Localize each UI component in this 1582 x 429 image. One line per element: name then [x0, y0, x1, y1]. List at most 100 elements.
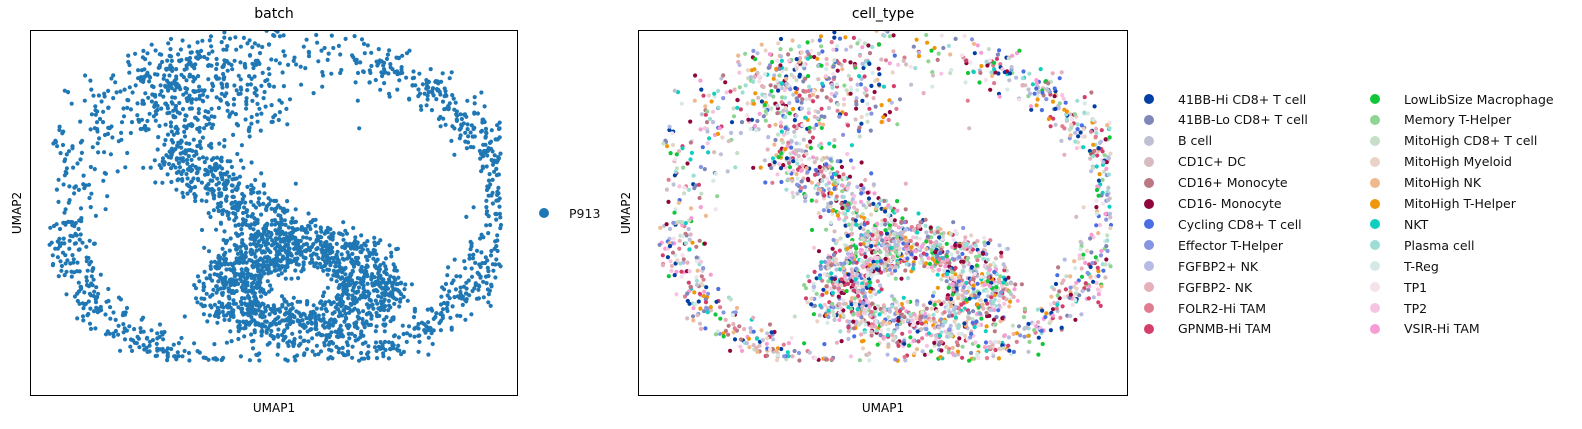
scatter-point: [224, 267, 229, 272]
scatter-point: [369, 316, 374, 321]
scatter-point: [386, 308, 391, 313]
scatter-point: [329, 317, 334, 322]
scatter-point: [367, 80, 372, 85]
scatter-point: [979, 50, 984, 55]
scatter-point: [748, 126, 753, 132]
scatter-point: [340, 351, 345, 356]
scatter-point: [259, 268, 264, 273]
legend-label: P913: [569, 205, 601, 221]
scatter-point: [388, 62, 393, 67]
scatter-point: [283, 306, 289, 311]
scatter-point: [56, 177, 61, 182]
scatter-point: [1069, 116, 1074, 122]
scatter-point: [994, 315, 999, 320]
scatter-point: [224, 91, 229, 96]
scatter-point: [135, 101, 140, 106]
scatter-point: [892, 53, 897, 58]
scatter-point: [243, 277, 248, 282]
scatter-point: [1096, 292, 1101, 297]
scatter-point: [318, 318, 323, 323]
scatter-point: [736, 53, 741, 58]
scatter-point: [276, 117, 281, 123]
scatter-point: [308, 314, 313, 319]
scatter-point: [472, 110, 477, 115]
scatter-point: [189, 50, 194, 55]
scatter-point: [180, 178, 185, 183]
scatter-point: [837, 317, 842, 323]
scatter-point: [710, 120, 716, 125]
scatter-point: [284, 234, 290, 239]
scatter-point: [209, 88, 215, 93]
scatter-point: [772, 73, 777, 78]
scatter-point: [147, 111, 152, 116]
scatter-point: [116, 332, 121, 337]
scatter-point: [57, 124, 62, 129]
scatter-point: [207, 187, 213, 192]
scatter-point: [1105, 233, 1110, 238]
scatter-point: [488, 139, 494, 144]
scatter-point: [359, 350, 364, 356]
scatter-point: [916, 50, 922, 55]
scatter-point: [258, 313, 263, 318]
scatter-point: [1020, 76, 1025, 81]
scatter-point: [122, 87, 127, 92]
scatter-point: [670, 250, 676, 255]
scatter-point: [981, 288, 986, 293]
scatter-point: [759, 42, 764, 47]
scatter-point: [757, 343, 762, 348]
scatter-point: [234, 278, 239, 283]
scatter-point: [438, 302, 444, 307]
scatter-point: [738, 107, 743, 112]
scatter-point: [463, 298, 468, 303]
scatter-point: [89, 274, 94, 279]
scatter-point: [1054, 306, 1059, 311]
scatter-point: [164, 348, 169, 354]
scatter-point: [494, 257, 499, 262]
scatter-point: [379, 70, 384, 75]
scatter-point: [121, 322, 126, 327]
scatter-point: [193, 115, 198, 120]
scatter-point: [416, 87, 421, 92]
scatter-point: [422, 91, 427, 96]
scatter-point: [1062, 257, 1067, 262]
scatter-point: [248, 82, 253, 87]
scatter-point: [920, 336, 925, 341]
scatter-point: [452, 295, 457, 300]
scatter-point: [1094, 281, 1099, 286]
scatter-point: [672, 173, 677, 178]
scatter-point: [378, 340, 383, 345]
scatter-point: [486, 269, 491, 274]
scatter-point: [805, 274, 811, 279]
scatter-point: [342, 307, 347, 312]
scatter-point: [673, 261, 678, 266]
scatter-point: [730, 313, 735, 318]
scatter-point: [226, 294, 231, 299]
scatter-point: [452, 152, 457, 157]
scatter-point: [145, 51, 150, 56]
scatter-point: [275, 333, 280, 338]
scatter-point: [438, 328, 443, 333]
scatter-point: [214, 62, 220, 67]
scatter-point: [869, 274, 874, 279]
scatter-point: [258, 294, 264, 299]
scatter-point: [454, 274, 459, 279]
scatter-point: [234, 215, 239, 220]
scatter-point: [171, 163, 176, 168]
scatter-point: [1083, 281, 1088, 286]
scatter-point: [217, 141, 222, 146]
scatter-point: [1068, 274, 1073, 279]
scatter-point: [228, 305, 233, 310]
scatter-point: [158, 83, 163, 88]
scatter-point: [1079, 123, 1084, 128]
scatter-point: [214, 66, 219, 72]
scatter-point: [1050, 313, 1055, 318]
scatter-point: [255, 119, 260, 124]
scatter-point: [304, 316, 309, 321]
scatter-point: [249, 160, 254, 165]
scatter-point: [196, 52, 201, 57]
scatter-point: [830, 246, 835, 251]
scatter-point: [76, 280, 81, 285]
scatter-point: [157, 123, 162, 129]
scatter-point: [257, 61, 262, 66]
scatter-point: [96, 150, 101, 155]
